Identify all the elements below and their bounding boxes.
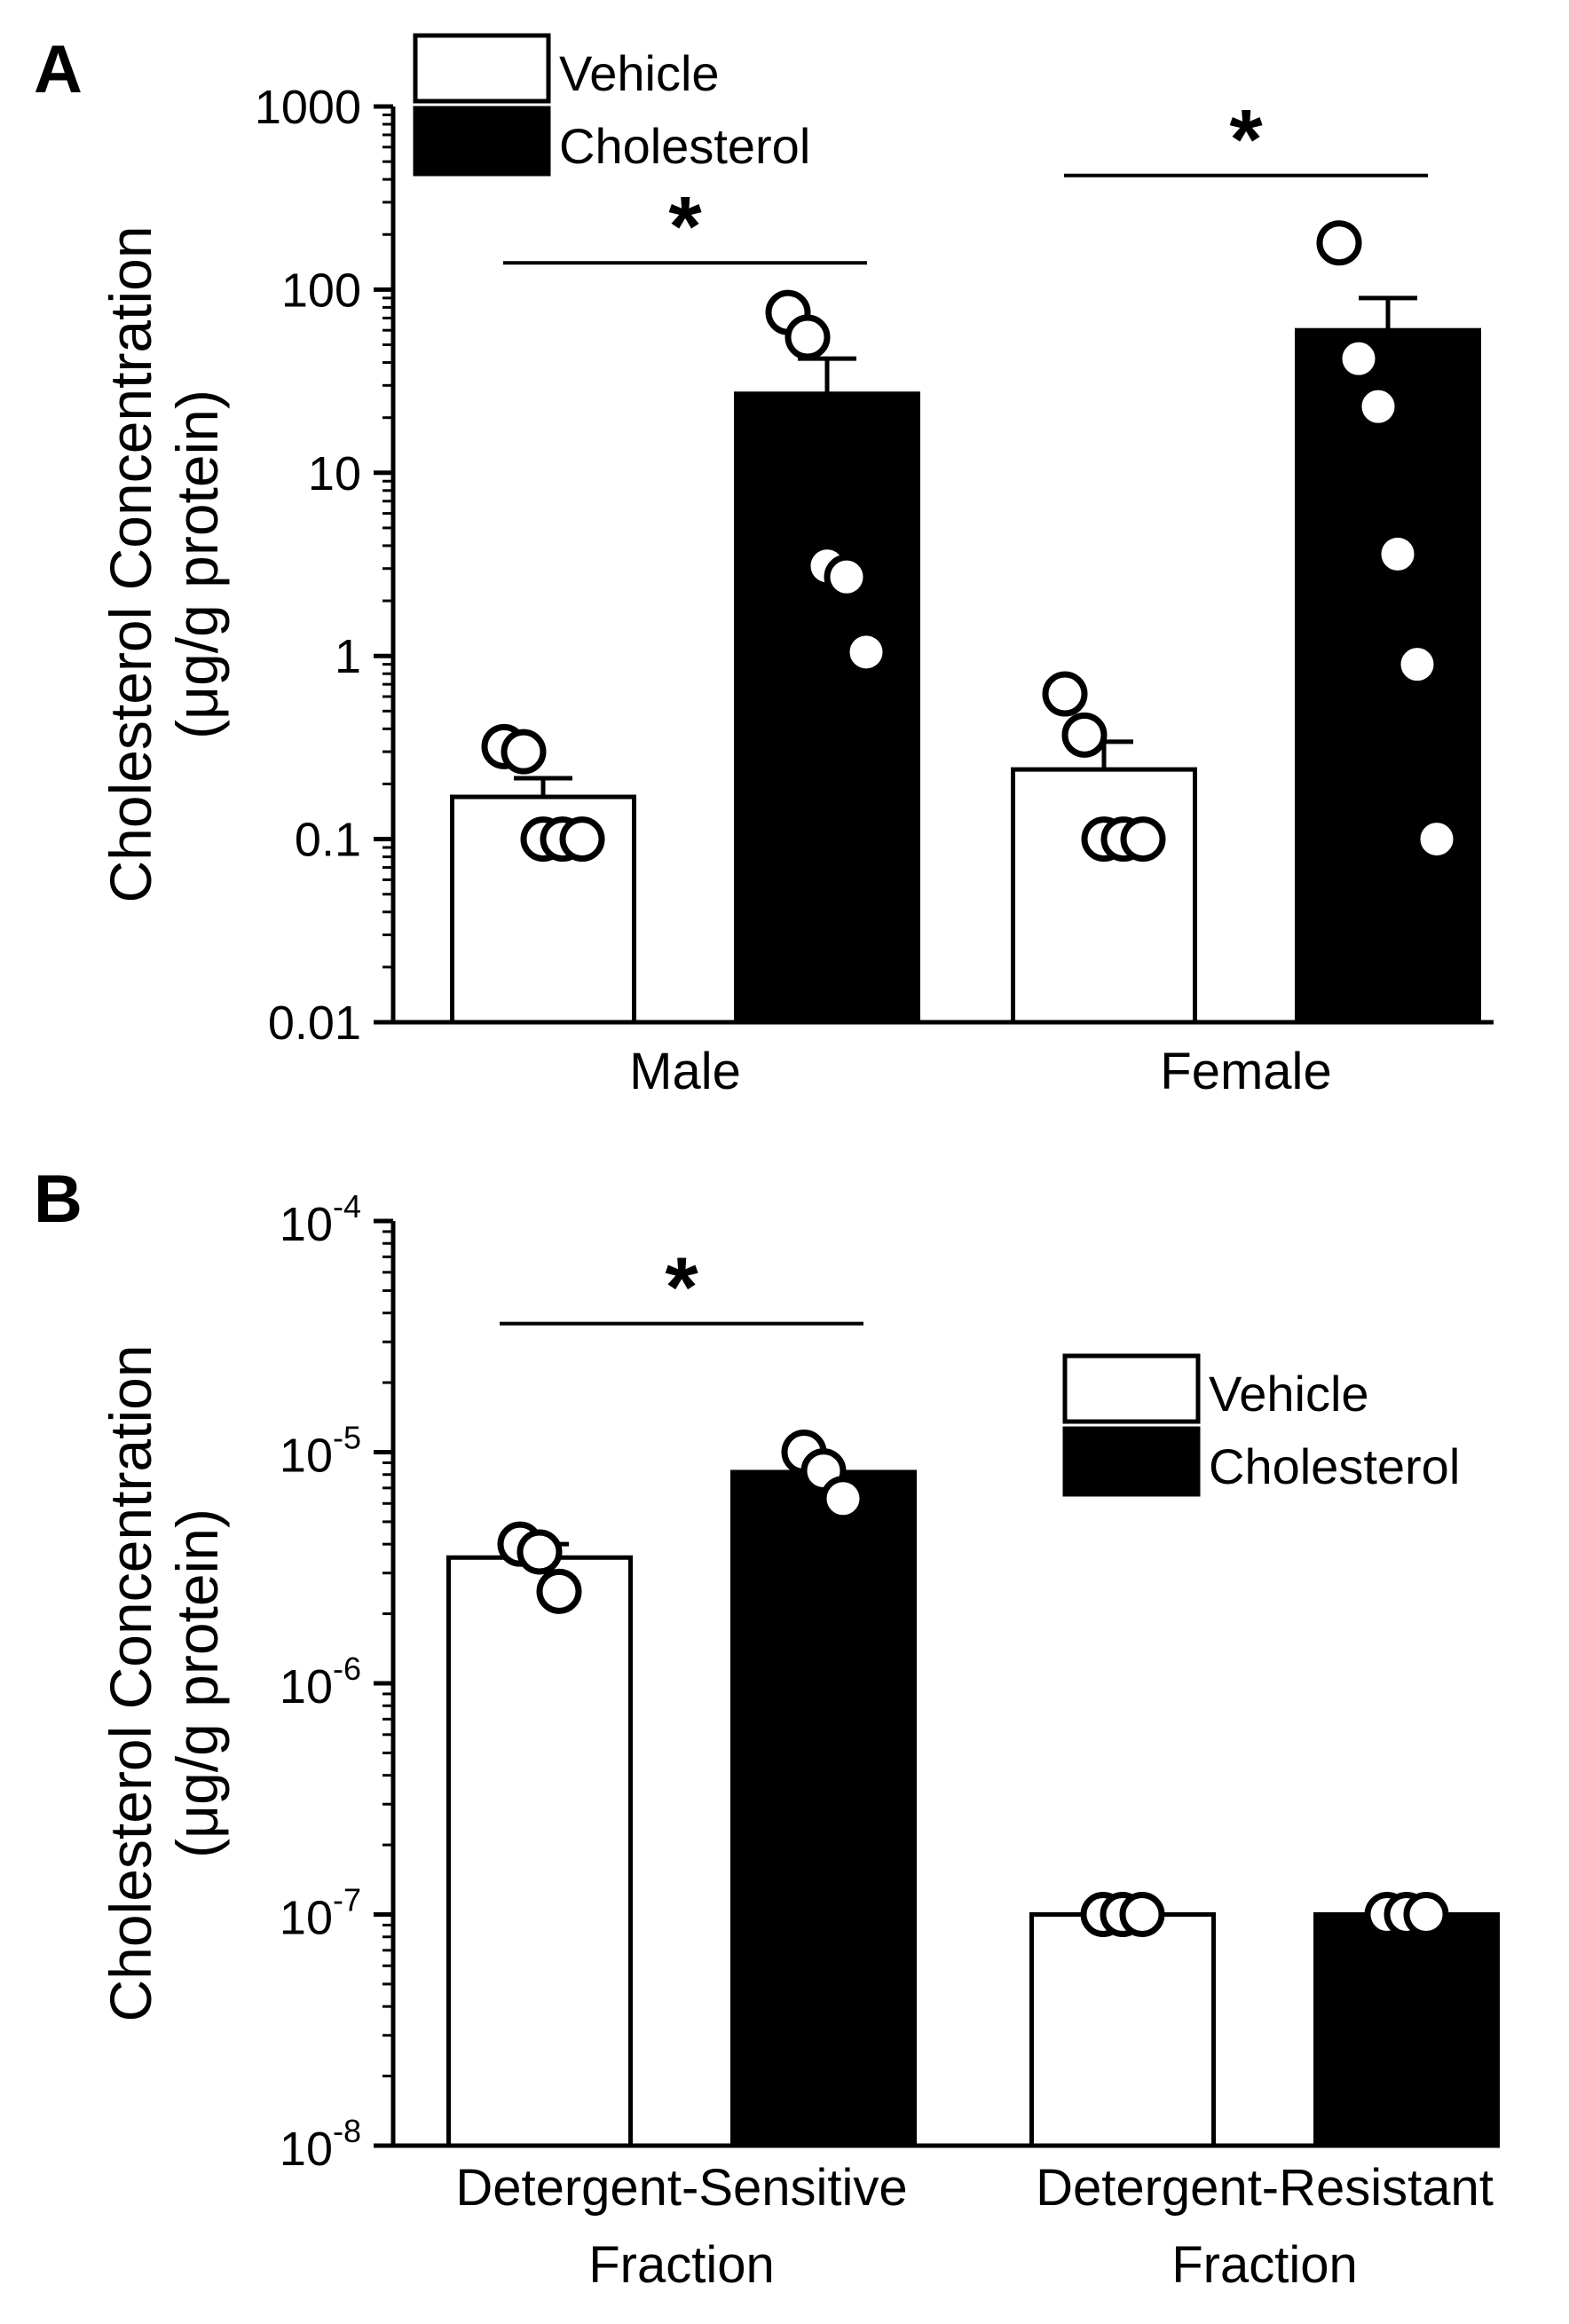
data-point xyxy=(1403,1892,1449,1937)
y-tick-label: 0.1 xyxy=(295,814,361,867)
y-tick-exponent: -6 xyxy=(333,1650,361,1687)
y-tick-label: 10-4 xyxy=(280,1188,361,1251)
y-tick-exponent: -5 xyxy=(333,1420,361,1456)
significance-star: * xyxy=(665,1241,698,1335)
data-point xyxy=(1355,383,1401,429)
data-point xyxy=(824,554,870,600)
y-tick-label: 10-8 xyxy=(280,2113,361,2176)
legend-label: Cholesterol xyxy=(559,118,810,174)
y-tick-base: 10 xyxy=(280,1198,333,1251)
x-category-label-line2: Fraction xyxy=(1171,2236,1358,2294)
y-tick-label: 10-6 xyxy=(280,1650,361,1713)
legend-label: Vehicle xyxy=(1209,1366,1369,1422)
data-point xyxy=(536,1568,582,1614)
data-point xyxy=(516,1529,563,1575)
bar-cholesterol xyxy=(1313,1912,1500,2148)
bar-vehicle xyxy=(446,1555,633,2148)
y-axis-title: Cholesterol Concentration xyxy=(98,1344,163,2021)
y-tick-base: 10 xyxy=(280,1892,333,1945)
y-tick-label: 0.01 xyxy=(268,997,361,1050)
y-tick-exponent: -4 xyxy=(333,1188,361,1225)
significance-star: * xyxy=(1229,92,1263,187)
data-point xyxy=(1375,531,1421,577)
legend-swatch-cholesterol xyxy=(413,106,551,177)
legend-label: Vehicle xyxy=(559,45,720,101)
bar-cholesterol xyxy=(1295,327,1481,1025)
y-tick-label: 10 xyxy=(308,447,361,500)
y-tick-label: 100 xyxy=(281,264,361,317)
data-point xyxy=(1061,712,1108,758)
y-axis-title-units: (μg/g protein) xyxy=(164,390,230,739)
y-tick-label: 1 xyxy=(335,630,361,683)
y-tick-label: 10-5 xyxy=(280,1420,361,1483)
data-point xyxy=(1120,816,1166,863)
data-point xyxy=(784,314,831,360)
legend-label: Cholesterol xyxy=(1209,1438,1460,1494)
bar-vehicle xyxy=(1029,1912,1216,2148)
panel-letter-b: B xyxy=(34,1162,83,1237)
bar-cholesterol xyxy=(734,391,920,1025)
bar-vehicle xyxy=(1011,767,1197,1025)
data-point xyxy=(843,629,889,675)
y-tick-base: 10 xyxy=(280,2123,333,2176)
x-category-label: Detergent-Sensitive xyxy=(455,2159,907,2217)
y-tick-exponent: -8 xyxy=(333,2113,361,2149)
data-point xyxy=(559,816,605,863)
y-axis-title-units: (μg/g protein) xyxy=(164,1509,230,1858)
y-tick-base: 10 xyxy=(280,1430,333,1483)
y-axis-title: Cholesterol Concentration xyxy=(98,225,163,902)
x-category-label: Male xyxy=(629,1043,741,1100)
y-tick-base: 10 xyxy=(280,1660,333,1713)
legend-swatch-cholesterol xyxy=(1062,1426,1201,1497)
x-category-label: Female xyxy=(1160,1043,1331,1100)
panel-a-chart: 0.01 0.1 1 10 100 1000 Cholesterol Concentrati… xyxy=(98,33,1494,1100)
x-category-label-line2: Fraction xyxy=(588,2236,775,2294)
significance-star: * xyxy=(668,179,702,274)
x-category-label: Detergent-Resistant xyxy=(1036,2159,1494,2217)
bar-cholesterol xyxy=(730,1469,917,2148)
data-point xyxy=(1394,642,1440,688)
data-point xyxy=(1042,671,1088,717)
panel-letter-a: A xyxy=(34,32,83,107)
data-point xyxy=(1414,816,1460,863)
data-point xyxy=(820,1476,866,1522)
data-point xyxy=(501,729,547,775)
legend-swatch-vehicle xyxy=(413,33,551,104)
y-tick-exponent: -7 xyxy=(333,1882,361,1918)
data-point xyxy=(1119,1892,1165,1937)
data-point xyxy=(1316,220,1362,266)
y-tick-label: 1000 xyxy=(255,81,361,134)
y-tick-label: 10-7 xyxy=(280,1882,361,1945)
data-point xyxy=(1336,335,1382,382)
legend-swatch-vehicle xyxy=(1062,1353,1201,1424)
